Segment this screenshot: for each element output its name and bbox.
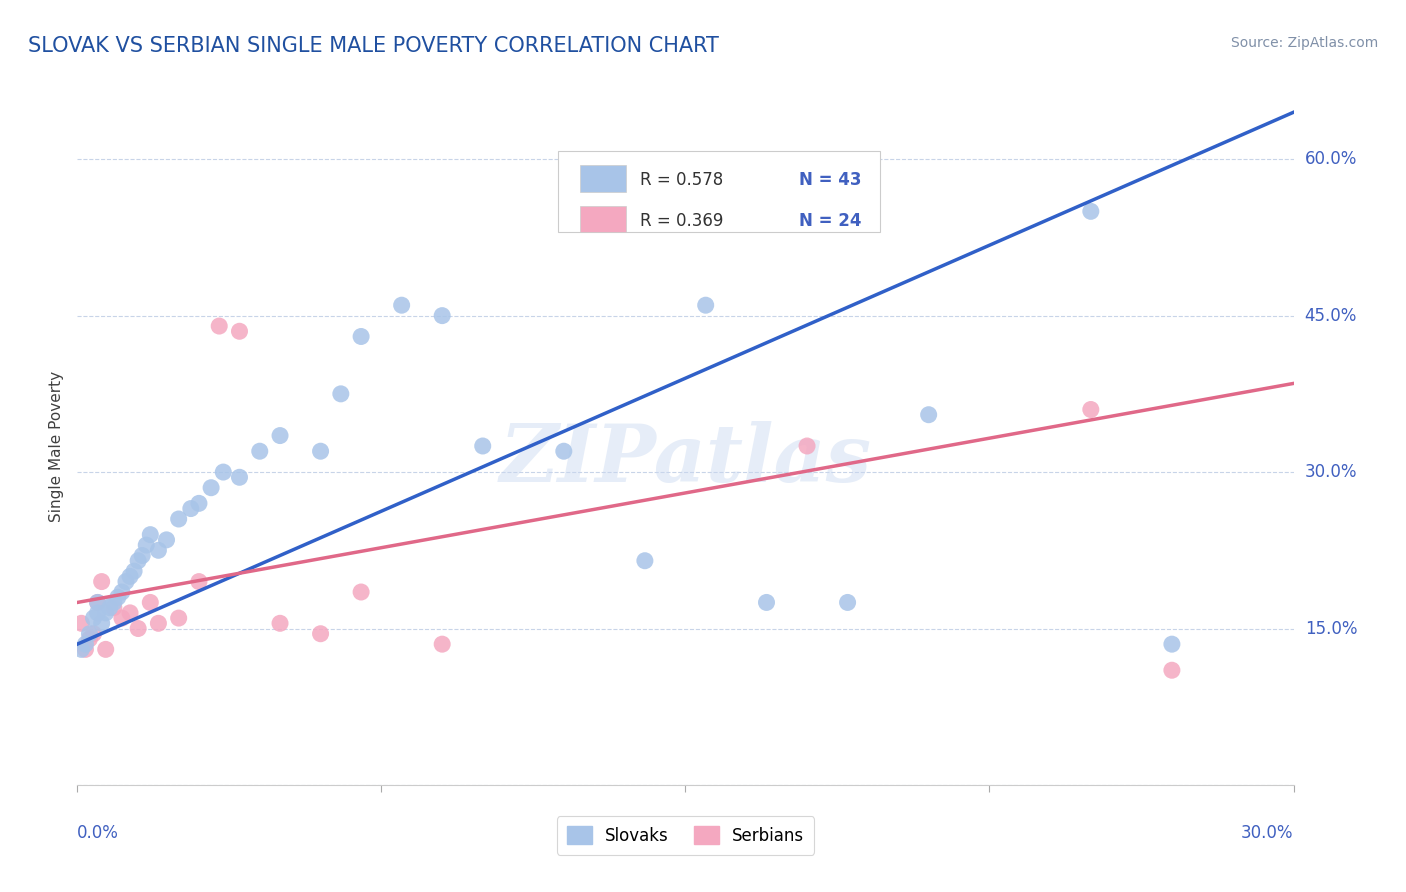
Point bbox=[350, 329, 373, 343]
Point bbox=[70, 642, 93, 657]
Point bbox=[155, 533, 177, 547]
Point bbox=[167, 611, 190, 625]
Text: R = 0.578: R = 0.578 bbox=[640, 171, 724, 189]
Point bbox=[86, 595, 108, 609]
Point bbox=[200, 481, 222, 495]
Point bbox=[118, 569, 141, 583]
Point bbox=[118, 606, 141, 620]
Point bbox=[103, 600, 125, 615]
Text: 0.0%: 0.0% bbox=[77, 824, 120, 842]
Text: 30.0%: 30.0% bbox=[1241, 824, 1294, 842]
Text: Source: ZipAtlas.com: Source: ZipAtlas.com bbox=[1230, 36, 1378, 50]
Text: 30.0%: 30.0% bbox=[1305, 463, 1357, 481]
Point bbox=[127, 622, 149, 636]
Text: 60.0%: 60.0% bbox=[1305, 150, 1357, 169]
Point bbox=[107, 591, 129, 605]
Bar bbox=[579, 166, 626, 192]
Point bbox=[75, 642, 97, 657]
Bar bbox=[579, 206, 626, 232]
Text: ZIPatlas: ZIPatlas bbox=[499, 421, 872, 499]
Point bbox=[148, 616, 170, 631]
Point bbox=[75, 637, 97, 651]
Point bbox=[695, 298, 717, 312]
Text: R = 0.369: R = 0.369 bbox=[640, 212, 724, 230]
Point bbox=[94, 642, 117, 657]
Point bbox=[70, 616, 93, 631]
Legend: Slovaks, Serbians: Slovaks, Serbians bbox=[557, 816, 814, 855]
Point bbox=[83, 611, 105, 625]
Point bbox=[86, 595, 108, 609]
Point bbox=[111, 611, 134, 625]
Point bbox=[755, 595, 778, 609]
Point bbox=[180, 501, 202, 516]
Point bbox=[269, 428, 291, 442]
Text: N = 43: N = 43 bbox=[799, 171, 860, 189]
Text: 15.0%: 15.0% bbox=[1305, 620, 1357, 638]
Point bbox=[391, 298, 413, 312]
Point bbox=[139, 527, 162, 541]
Point bbox=[90, 574, 112, 589]
Point bbox=[634, 554, 657, 568]
Point bbox=[86, 606, 108, 620]
Point bbox=[430, 309, 453, 323]
Point bbox=[79, 626, 101, 640]
Point bbox=[228, 470, 250, 484]
Point bbox=[148, 543, 170, 558]
Point bbox=[103, 595, 125, 609]
Point bbox=[208, 319, 231, 334]
Point bbox=[430, 637, 453, 651]
Text: N = 24: N = 24 bbox=[799, 212, 860, 230]
Point bbox=[1080, 402, 1102, 417]
Point bbox=[918, 408, 941, 422]
Point bbox=[1161, 663, 1184, 677]
Point bbox=[309, 444, 332, 458]
Point bbox=[127, 554, 149, 568]
Point bbox=[212, 465, 235, 479]
Point bbox=[79, 632, 101, 646]
Text: SLOVAK VS SERBIAN SINGLE MALE POVERTY CORRELATION CHART: SLOVAK VS SERBIAN SINGLE MALE POVERTY CO… bbox=[28, 36, 718, 55]
Point bbox=[249, 444, 271, 458]
Point bbox=[1161, 637, 1184, 651]
Point bbox=[139, 595, 162, 609]
Point bbox=[111, 585, 134, 599]
Point bbox=[796, 439, 818, 453]
Text: 45.0%: 45.0% bbox=[1305, 307, 1357, 325]
Point bbox=[188, 496, 211, 510]
Point bbox=[553, 444, 575, 458]
Point bbox=[1080, 204, 1102, 219]
Point bbox=[350, 585, 373, 599]
Point bbox=[90, 616, 112, 631]
Point bbox=[471, 439, 494, 453]
Point bbox=[122, 564, 145, 578]
Point bbox=[269, 616, 291, 631]
Point bbox=[167, 512, 190, 526]
Point bbox=[94, 606, 117, 620]
Point bbox=[131, 549, 153, 563]
Point bbox=[309, 626, 332, 640]
Point bbox=[98, 600, 121, 615]
Point bbox=[83, 626, 105, 640]
Point bbox=[228, 324, 250, 338]
Point bbox=[135, 538, 157, 552]
FancyBboxPatch shape bbox=[558, 151, 880, 233]
Point bbox=[115, 574, 138, 589]
Point bbox=[837, 595, 859, 609]
Point bbox=[188, 574, 211, 589]
Y-axis label: Single Male Poverty: Single Male Poverty bbox=[49, 370, 65, 522]
Point bbox=[329, 387, 352, 401]
